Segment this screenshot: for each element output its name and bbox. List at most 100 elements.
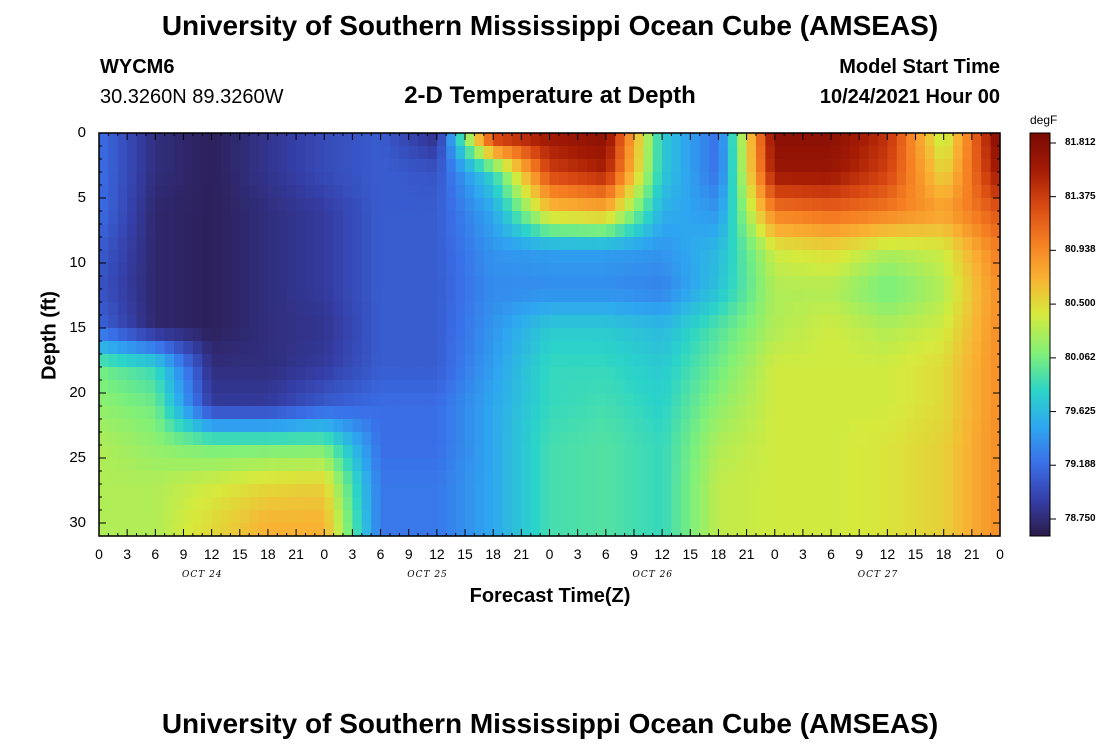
heatmap-cell bbox=[558, 432, 569, 446]
heatmap-cell bbox=[483, 458, 494, 472]
heatmap-cell bbox=[934, 328, 945, 342]
heatmap-cell bbox=[352, 523, 363, 537]
heatmap-cell bbox=[399, 263, 410, 277]
heatmap-cell bbox=[680, 276, 691, 290]
heatmap-cell bbox=[840, 354, 851, 368]
heatmap-cell bbox=[108, 341, 119, 355]
heatmap-cell bbox=[558, 198, 569, 212]
heatmap-cell bbox=[859, 497, 870, 511]
heatmap-cell bbox=[493, 445, 504, 459]
heatmap-cell bbox=[755, 380, 766, 394]
heatmap-cell bbox=[493, 406, 504, 420]
heatmap-cell bbox=[624, 510, 635, 524]
heatmap-cell bbox=[465, 263, 476, 277]
heatmap-cell bbox=[324, 237, 335, 251]
heatmap-cell bbox=[558, 380, 569, 394]
heatmap-cell bbox=[549, 224, 560, 238]
heatmap-cell bbox=[267, 380, 278, 394]
heatmap-cell bbox=[343, 354, 354, 368]
heatmap-cell bbox=[230, 172, 241, 186]
heatmap-cell bbox=[136, 341, 147, 355]
heatmap-cell bbox=[887, 302, 898, 316]
heatmap-cell bbox=[568, 419, 579, 433]
heatmap-cell bbox=[267, 419, 278, 433]
heatmap-cell bbox=[906, 523, 917, 537]
heatmap-cell bbox=[774, 198, 785, 212]
heatmap-cell bbox=[267, 328, 278, 342]
heatmap-cell bbox=[953, 497, 964, 511]
heatmap-cell bbox=[521, 185, 532, 199]
heatmap-cell bbox=[915, 367, 926, 381]
heatmap-cell bbox=[192, 133, 203, 147]
model-start-value: 10/24/2021 Hour 00 bbox=[819, 86, 1000, 108]
heatmap-cell bbox=[258, 224, 269, 238]
heatmap-cell bbox=[643, 237, 654, 251]
heatmap-cell bbox=[868, 458, 879, 472]
heatmap-cell bbox=[962, 445, 973, 459]
heatmap-cell bbox=[981, 354, 992, 368]
heatmap-cell bbox=[474, 133, 485, 147]
heatmap-cell bbox=[849, 146, 860, 160]
heatmap-cell bbox=[624, 237, 635, 251]
heatmap-cell bbox=[596, 458, 607, 472]
heatmap-cell bbox=[896, 471, 907, 485]
heatmap-cell bbox=[427, 133, 438, 147]
heatmap-cell bbox=[286, 510, 297, 524]
heatmap-cell bbox=[380, 302, 391, 316]
x-tick-label: 3 bbox=[348, 546, 357, 562]
heatmap-cell bbox=[633, 159, 644, 173]
heatmap-cell bbox=[662, 315, 673, 329]
heatmap-cell bbox=[127, 302, 138, 316]
heatmap-cell bbox=[380, 393, 391, 407]
heatmap-cell bbox=[305, 146, 316, 160]
heatmap-cell bbox=[99, 406, 109, 420]
heatmap-cell bbox=[887, 276, 898, 290]
heatmap-cell bbox=[239, 510, 250, 524]
heatmap-cell bbox=[596, 484, 607, 498]
heatmap-cell bbox=[915, 497, 926, 511]
heatmap-cell bbox=[446, 328, 457, 342]
heatmap-cell bbox=[183, 263, 194, 277]
heatmap-cell bbox=[934, 406, 945, 420]
heatmap-cell bbox=[587, 458, 598, 472]
heatmap-cell bbox=[343, 250, 354, 264]
heatmap-cell bbox=[774, 380, 785, 394]
heatmap-cell bbox=[408, 510, 419, 524]
heatmap-cell bbox=[530, 328, 541, 342]
heatmap-cell bbox=[680, 185, 691, 199]
heatmap-cell bbox=[324, 133, 335, 147]
heatmap-cell bbox=[418, 367, 429, 381]
heatmap-cell bbox=[709, 432, 720, 446]
heatmap-cell bbox=[502, 224, 513, 238]
heatmap-cell bbox=[690, 211, 701, 225]
heatmap-cell bbox=[990, 263, 1001, 277]
heatmap-cell bbox=[99, 380, 109, 394]
date-label: OCT 25 bbox=[407, 570, 448, 580]
heatmap-cell bbox=[868, 445, 879, 459]
heatmap-cell bbox=[990, 445, 1001, 459]
heatmap-cell bbox=[192, 263, 203, 277]
heatmap-cell bbox=[530, 380, 541, 394]
heatmap-cell bbox=[765, 211, 776, 225]
heatmap-cell bbox=[906, 328, 917, 342]
heatmap-cell bbox=[408, 211, 419, 225]
heatmap-cell bbox=[117, 432, 128, 446]
heatmap-cell bbox=[305, 445, 316, 459]
heatmap-cell bbox=[943, 510, 954, 524]
heatmap-cell bbox=[521, 445, 532, 459]
heatmap-cell bbox=[962, 315, 973, 329]
heatmap-cell bbox=[924, 367, 935, 381]
heatmap-cell bbox=[831, 393, 842, 407]
heatmap-cell bbox=[765, 445, 776, 459]
heatmap-cell bbox=[408, 406, 419, 420]
heatmap-cell bbox=[962, 523, 973, 537]
heatmap-cell bbox=[924, 302, 935, 316]
heatmap-cell bbox=[605, 341, 616, 355]
heatmap-cell bbox=[174, 263, 185, 277]
heatmap-cell bbox=[765, 185, 776, 199]
heatmap-cell bbox=[145, 406, 156, 420]
heatmap-cell bbox=[483, 263, 494, 277]
heatmap-cell bbox=[324, 445, 335, 459]
heatmap-cell bbox=[755, 341, 766, 355]
heatmap-cell bbox=[924, 523, 935, 537]
